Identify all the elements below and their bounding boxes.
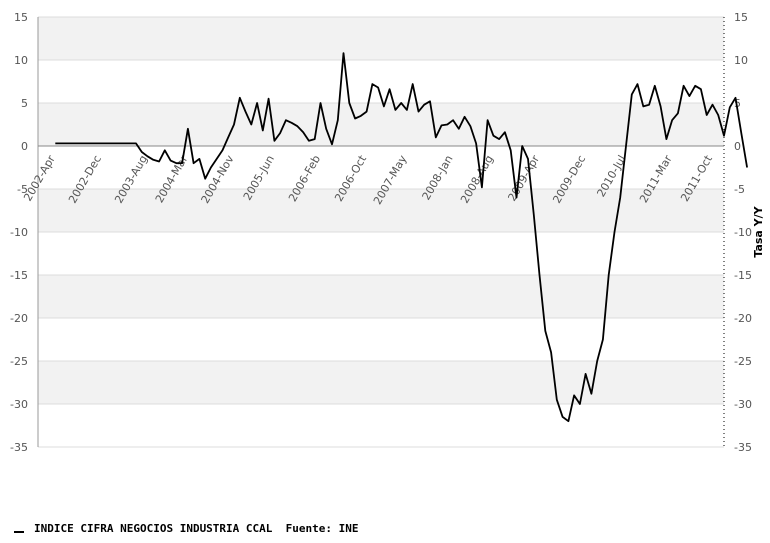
background-bands bbox=[38, 17, 724, 447]
y-tick-label-right: -10 bbox=[734, 226, 752, 239]
y-axis-right-ticks: 15 10 5 0 -5 -10 -15 -20 -25 -30 -35 bbox=[734, 11, 752, 454]
background-band bbox=[38, 275, 724, 318]
background-band bbox=[38, 404, 724, 447]
legend: INDICE CIFRA NEGOCIOS INDUSTRIA CCAL Fue… bbox=[14, 522, 359, 535]
y-tick-label-right: 5 bbox=[734, 97, 741, 110]
background-band bbox=[38, 189, 724, 232]
series-layer bbox=[55, 52, 748, 423]
y-tick-label-left: -25 bbox=[10, 355, 28, 368]
y-tick-label-left: -20 bbox=[10, 312, 28, 325]
background-band bbox=[38, 103, 724, 146]
legend-label: INDICE CIFRA NEGOCIOS INDUSTRIA CCAL Fue… bbox=[34, 522, 359, 535]
y-axis-left-ticks: 15 10 5 0 -5 -10 -15 -20 -25 -30 -35 bbox=[10, 11, 28, 454]
background-band bbox=[38, 146, 724, 189]
y-tick-label-left: -30 bbox=[10, 398, 28, 411]
y-tick-label-left: 15 bbox=[14, 11, 28, 24]
y-tick-label-left: 0 bbox=[21, 140, 28, 153]
y-tick-label-left: -5 bbox=[17, 183, 28, 196]
y-tick-label-right: -20 bbox=[734, 312, 752, 325]
axes bbox=[37, 17, 725, 447]
y-tick-label-right: -35 bbox=[734, 441, 752, 454]
background-band bbox=[38, 361, 724, 404]
y-tick-label-right: 0 bbox=[734, 140, 741, 153]
y-tick-label-left: 5 bbox=[21, 97, 28, 110]
y-tick-label-left: -15 bbox=[10, 269, 28, 282]
y-tick-label-right: -30 bbox=[734, 398, 752, 411]
background-band bbox=[38, 232, 724, 275]
y-tick-label-right: -15 bbox=[734, 269, 752, 282]
y-axis-label: Tasa Y/Y bbox=[752, 205, 765, 257]
series-line bbox=[55, 52, 748, 423]
y-tick-label-left: 10 bbox=[14, 54, 28, 67]
background-band bbox=[38, 318, 724, 361]
background-band bbox=[38, 17, 724, 60]
y-tick-label-right: -25 bbox=[734, 355, 752, 368]
y-tick-label-left: -35 bbox=[10, 441, 28, 454]
y-tick-label-right: 15 bbox=[734, 11, 748, 24]
y-tick-label-left: -10 bbox=[10, 226, 28, 239]
y-tick-label-right: 10 bbox=[734, 54, 748, 67]
y-tick-label-right: -5 bbox=[734, 183, 745, 196]
